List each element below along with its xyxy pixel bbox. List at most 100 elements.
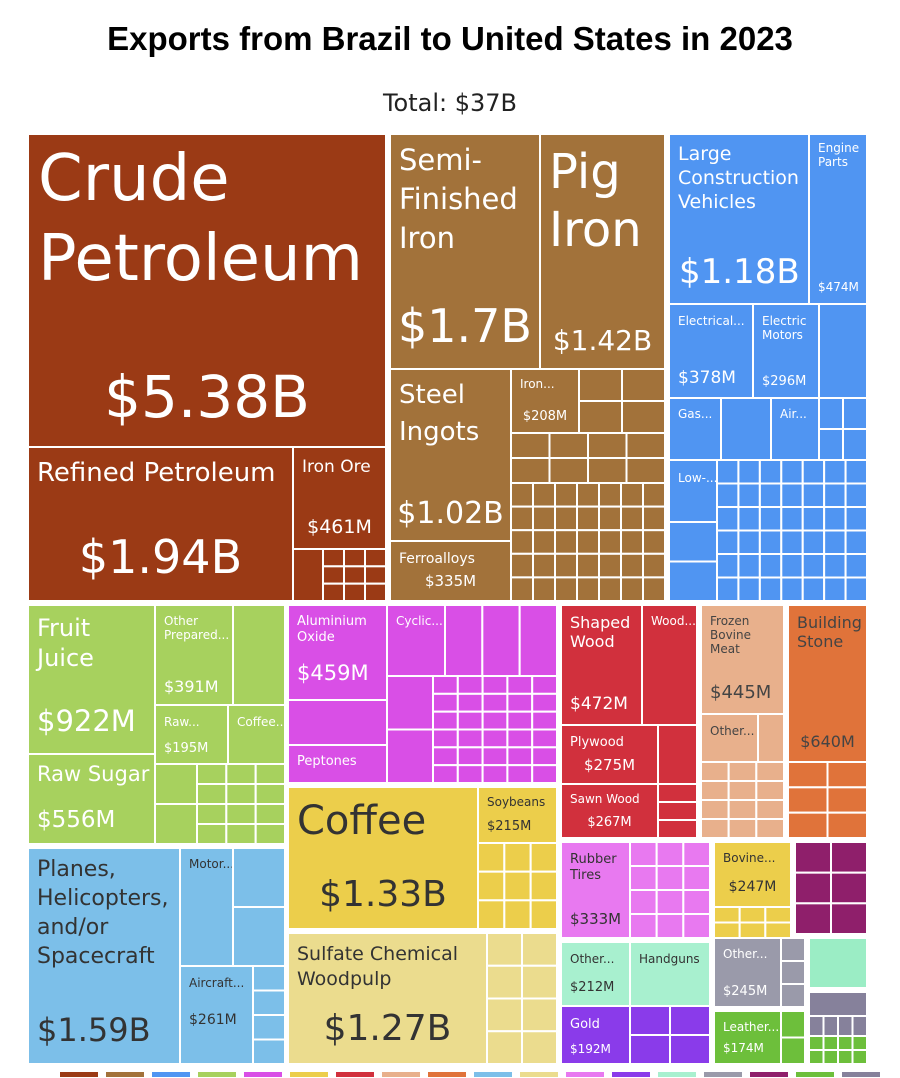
machine-e-cell[interactable] (716, 576, 740, 602)
footwear-b-cell[interactable] (851, 1035, 868, 1051)
metal-c-cell[interactable] (598, 505, 622, 532)
tile-other-31[interactable] (700, 713, 759, 763)
chemical-tile-b[interactable] (287, 699, 388, 746)
machine-e-cell[interactable] (823, 482, 847, 508)
tile-electrical-10[interactable] (668, 303, 754, 399)
machine-tile-b[interactable] (720, 397, 772, 461)
chemical-d-cell[interactable] (432, 764, 459, 785)
metal-a-cell[interactable] (621, 400, 666, 434)
food-b-cell[interactable] (738, 906, 767, 924)
textile-a-cell[interactable] (830, 841, 868, 874)
food-a-cell[interactable] (477, 842, 506, 873)
metal-c-cell[interactable] (510, 576, 534, 603)
mineral-small-cell[interactable] (322, 582, 345, 603)
animal-b-cell[interactable] (755, 818, 785, 839)
machine-e-cell[interactable] (737, 482, 761, 508)
animal-b-cell[interactable] (700, 780, 730, 801)
tile-gold-41[interactable] (560, 1005, 631, 1065)
transport-a-cell[interactable] (232, 906, 286, 967)
food-a-cell[interactable] (529, 870, 559, 902)
metal-c-cell[interactable] (620, 482, 644, 508)
machine-e-cell[interactable] (758, 482, 783, 508)
legend-swatch-grey[interactable] (842, 1072, 880, 1077)
machine-e-cell[interactable] (844, 553, 868, 579)
chemical-d-cell[interactable] (432, 728, 459, 749)
mint-tile[interactable] (808, 937, 868, 989)
plastic-a-cell[interactable] (629, 889, 658, 915)
chemical-d-cell[interactable] (506, 728, 534, 749)
machine-e-cell[interactable] (758, 459, 783, 485)
machine-e-cell[interactable] (801, 576, 826, 602)
grey-tile[interactable] (808, 991, 868, 1017)
metal-b-cell[interactable] (548, 432, 589, 459)
machine-c-cell[interactable] (842, 397, 868, 430)
chemical-c-cell[interactable] (386, 728, 434, 784)
machine-e-cell[interactable] (780, 482, 804, 508)
machine-d-cell[interactable] (668, 560, 718, 602)
metal-c-cell[interactable] (510, 529, 534, 555)
metal-c-cell[interactable] (576, 576, 600, 603)
chemical-d-cell[interactable] (506, 710, 534, 731)
transport-b-cell[interactable] (252, 989, 286, 1016)
wood-b-cell[interactable] (657, 783, 698, 803)
tile-other-38[interactable] (560, 941, 631, 1007)
textile-a-cell[interactable] (794, 902, 832, 935)
metal-b-cell[interactable] (548, 457, 589, 484)
legend-swatch-chemical[interactable] (244, 1072, 282, 1077)
animal-b-cell[interactable] (727, 780, 758, 801)
machine-e-cell[interactable] (758, 553, 783, 579)
vegetable-c-cell[interactable] (196, 803, 228, 825)
plastic-a-cell[interactable] (629, 865, 658, 891)
footwear-b-cell[interactable] (822, 1049, 839, 1065)
machine-e-cell[interactable] (780, 576, 804, 602)
chemical-d-cell[interactable] (456, 675, 484, 695)
machine-e-cell[interactable] (737, 506, 761, 532)
machine-e-cell[interactable] (716, 529, 740, 555)
metal-c-cell[interactable] (620, 552, 644, 579)
animal-b-cell[interactable] (727, 818, 758, 839)
plastic-a-cell[interactable] (655, 865, 685, 891)
tile-coffee-18[interactable] (227, 704, 286, 765)
chemical-d-cell[interactable] (481, 746, 509, 767)
metal-c-cell[interactable] (532, 529, 556, 555)
metal-c-cell[interactable] (598, 482, 622, 508)
tile-rubber-tires-36[interactable] (560, 841, 631, 939)
machine-c-cell[interactable] (818, 428, 844, 461)
metal-b-cell[interactable] (587, 432, 628, 459)
vegetable-b-cell[interactable] (154, 803, 198, 845)
legend-swatch-food[interactable] (290, 1072, 328, 1077)
animal-b-cell[interactable] (755, 780, 785, 801)
food-a-cell[interactable] (529, 899, 559, 930)
stone-a-cell[interactable] (826, 786, 868, 814)
machine-e-cell[interactable] (716, 482, 740, 508)
food-b-cell[interactable] (764, 921, 792, 939)
metal-c-cell[interactable] (642, 505, 666, 532)
tile-refined-petroleum-1[interactable] (27, 446, 294, 602)
misc-a-cell[interactable] (780, 983, 806, 1008)
food-b-cell[interactable] (713, 906, 741, 924)
grey-a-cell[interactable] (851, 1015, 868, 1037)
legend-swatch-mineral[interactable] (60, 1072, 98, 1077)
chemical-d-cell[interactable] (531, 675, 559, 695)
tile-other-prepared-16[interactable] (154, 604, 234, 706)
machine-e-cell[interactable] (844, 482, 868, 508)
chemical-d-cell[interactable] (506, 746, 534, 767)
mineral-small-cell[interactable] (343, 548, 366, 568)
plastic-a-cell[interactable] (629, 913, 658, 939)
machine-e-cell[interactable] (780, 553, 804, 579)
vegetable-c-cell[interactable] (225, 823, 257, 845)
chemical-a-cell[interactable] (481, 604, 521, 677)
gems-a-cell[interactable] (669, 1034, 711, 1065)
mineral-small-cell[interactable] (343, 582, 366, 603)
tile-fruit-juice-15[interactable] (27, 604, 156, 755)
paper-a-cell[interactable] (521, 1030, 558, 1065)
plastic-a-cell[interactable] (629, 841, 658, 867)
metal-b-cell[interactable] (510, 457, 551, 484)
legend-swatch-gems[interactable] (612, 1072, 650, 1077)
chemical-d-cell[interactable] (456, 710, 484, 731)
chemical-d-cell[interactable] (456, 746, 484, 767)
tile-frozen-bovine-meat-30[interactable] (700, 604, 785, 715)
tile-gas-12[interactable] (668, 397, 722, 461)
footwear-a-cell[interactable] (780, 1010, 806, 1039)
tile-raw-sugar-19[interactable] (27, 753, 156, 845)
